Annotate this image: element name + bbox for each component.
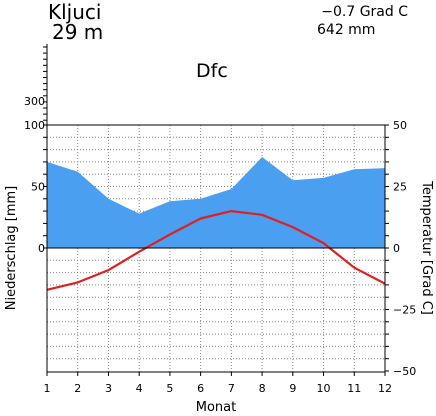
x-tick-label: 10 — [317, 382, 331, 395]
x-tick-label: 8 — [259, 382, 266, 395]
x-tick-label: 9 — [289, 382, 296, 395]
annual-precipitation: 642 mm — [317, 22, 376, 38]
mean-temperature: −0.7 Grad C — [321, 4, 408, 20]
x-tick-label: 4 — [136, 382, 143, 395]
x-axis-label: Monat — [196, 400, 236, 415]
x-tick-label: 2 — [74, 382, 81, 395]
axes — [43, 44, 389, 376]
y-right-tick-label: 50 — [393, 119, 407, 132]
y-right-tick-label: −25 — [393, 304, 416, 317]
station-elevation: 29 m — [52, 20, 104, 44]
x-tick-label: 5 — [166, 382, 173, 395]
x-tick-label: 1 — [44, 382, 51, 395]
x-tick-label: 6 — [197, 382, 204, 395]
x-tick-label: 12 — [378, 382, 392, 395]
y-left-tick-label: 100 — [24, 119, 45, 132]
x-tick-label: 11 — [347, 382, 361, 395]
y-axis-label-left: Niederschlag [mm] — [4, 186, 19, 311]
y-axis-label-right: Temperatur [Grad C] — [419, 180, 434, 315]
y-left-tick-label: 0 — [38, 242, 45, 255]
precipitation-area — [47, 157, 385, 248]
precipitation-area-layer — [47, 157, 385, 248]
x-tick-label: 3 — [105, 382, 112, 395]
temperature-line-layer — [46, 210, 386, 291]
y-right-tick-label: 0 — [393, 242, 400, 255]
y-right-tick-label: 25 — [393, 181, 407, 194]
x-tick-label: 7 — [228, 382, 235, 395]
y-left-tick-label: 50 — [31, 181, 45, 194]
climate-class: Dfc — [196, 60, 228, 82]
y-left-tick-label: 300 — [24, 95, 45, 108]
station-name: Kljuci — [48, 0, 102, 24]
temperature-line — [46, 210, 386, 291]
y-right-tick-label: −50 — [393, 365, 416, 378]
